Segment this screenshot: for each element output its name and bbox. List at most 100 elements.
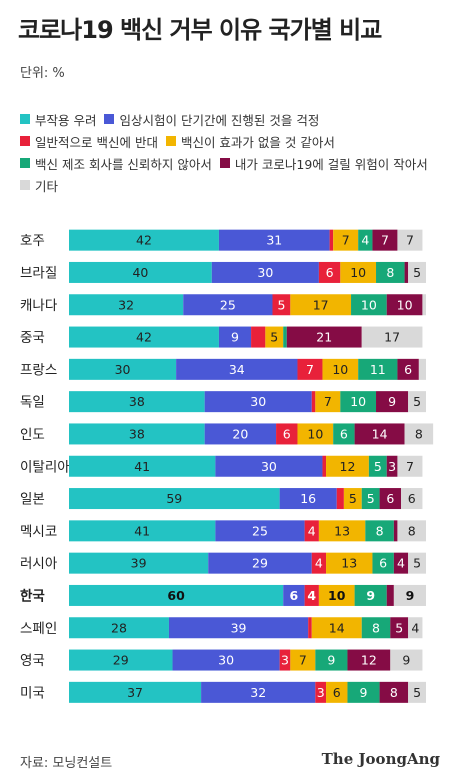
bar-segment (361, 617, 391, 639)
category-label: 프랑스 (20, 362, 57, 378)
data-label: 5 (413, 556, 421, 571)
bar-segment (393, 584, 426, 606)
bar-segment (297, 358, 323, 380)
bar-segment (265, 326, 284, 348)
data-label: 39 (231, 620, 247, 635)
bar-segment (276, 423, 298, 445)
bar-segment (418, 358, 426, 380)
bar-segment (376, 261, 405, 283)
bar-segment (408, 391, 426, 413)
bar-segment (397, 455, 423, 477)
bar-segment (69, 552, 209, 574)
data-label: 17 (384, 330, 400, 345)
bar-segment (69, 423, 205, 445)
legend-label: 임상시험이 단기간에 진행된 것을 걱정 (119, 112, 320, 128)
data-label: 9 (366, 588, 375, 603)
data-label: 14 (329, 620, 345, 635)
bar-segment (279, 488, 337, 510)
bar-segment (408, 261, 426, 283)
bar-segment (361, 488, 380, 510)
data-label: 42 (136, 330, 152, 345)
data-label: 32 (250, 685, 266, 700)
legend-label: 내가 코로나19에 걸릴 위험이 작아서 (234, 156, 428, 172)
data-label: 5 (367, 491, 375, 506)
legend-label: 일반적으로 백신에 반대 (35, 134, 158, 150)
bar-segment (311, 391, 316, 413)
legend-swatch (165, 136, 176, 146)
bar-segment (272, 294, 291, 316)
data-label: 16 (300, 491, 316, 506)
legend-item: 백신이 효과가 없을 것 같아서 (165, 132, 335, 151)
data-label: 3 (317, 685, 325, 700)
data-label: 38 (129, 394, 145, 409)
bar-segment (397, 520, 426, 542)
bar-segment (422, 294, 426, 316)
data-label: 42 (136, 233, 152, 248)
data-label: 7 (381, 233, 389, 248)
data-label: 4 (308, 523, 316, 538)
data-label: 31 (266, 233, 282, 248)
bar-segment (322, 358, 359, 380)
data-label: 10 (350, 394, 366, 409)
data-label: 9 (327, 653, 335, 668)
bar-segment (347, 649, 391, 671)
data-label: 5 (277, 297, 285, 312)
brand-logo: The JoongAng (321, 750, 440, 768)
legend-item: 임상시험이 단기간에 진행된 것을 걱정 (104, 110, 319, 129)
data-label: 10 (332, 362, 348, 377)
bar-segment (372, 229, 398, 251)
data-label: 59 (166, 491, 182, 506)
data-label: 32 (118, 297, 134, 312)
bar-segment (358, 229, 373, 251)
bar-segment (361, 326, 423, 348)
data-label: 20 (232, 426, 248, 441)
legend-item: 내가 코로나19에 걸릴 위험이 작아서 (219, 154, 428, 173)
source-note: 자료: 모닝컨설트 (20, 756, 113, 771)
bar-segment (69, 488, 280, 510)
bar-segment (354, 584, 387, 606)
data-label: 6 (340, 426, 348, 441)
data-label: 40 (132, 265, 148, 280)
bar-segment (340, 261, 377, 283)
bar-segment (283, 326, 287, 348)
bar-segment (326, 552, 373, 574)
data-label: 5 (413, 685, 421, 700)
data-label: 5 (395, 620, 403, 635)
bar-segment (401, 488, 423, 510)
data-label: 8 (386, 265, 394, 280)
legend-label: 백신이 효과가 없을 것 같아서 (180, 134, 335, 150)
data-label: 3 (281, 653, 289, 668)
bar-segment (343, 488, 362, 510)
data-label: 41 (134, 459, 150, 474)
data-label: 25 (252, 523, 268, 538)
data-label: 10 (307, 426, 323, 441)
data-label: 9 (231, 330, 239, 345)
bar-segment (218, 229, 330, 251)
category-label: 멕시코 (20, 524, 57, 540)
bar-segment (290, 294, 352, 316)
bar-segment (311, 552, 327, 574)
bar-segment (372, 552, 394, 574)
bar-segment (315, 649, 348, 671)
bar-segment (211, 261, 319, 283)
bar-segment (404, 423, 434, 445)
data-label: 17 (313, 297, 329, 312)
bar-segment (408, 617, 423, 639)
bar-segment (379, 488, 402, 510)
data-label: 9 (406, 588, 415, 603)
data-label: 5 (374, 459, 382, 474)
data-label: 6 (386, 491, 394, 506)
legend-label: 부작용 우려 (35, 112, 97, 128)
legend-swatch (20, 158, 30, 168)
category-label: 미국 (20, 685, 45, 701)
data-label: 4 (315, 556, 323, 571)
category-label: 인도 (20, 427, 45, 443)
data-label: 28 (111, 620, 127, 635)
bar-segment (168, 617, 309, 639)
data-label: 30 (257, 265, 273, 280)
bar-segment (286, 326, 362, 348)
bar-segment (393, 520, 398, 542)
legend-label: 백신 제조 회사를 신뢰하지 않아서 (35, 156, 212, 172)
bar-segment (183, 294, 273, 316)
category-label: 독일 (20, 395, 45, 411)
